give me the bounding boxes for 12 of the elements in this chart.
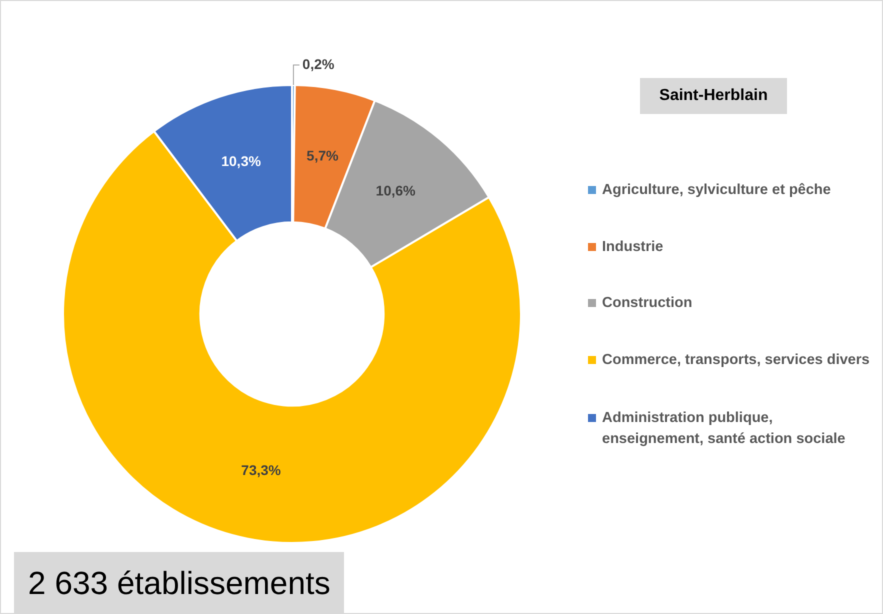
legend-label: Commerce, transports, services divers [602,352,870,368]
legend-label: Industrie [602,239,664,255]
data-label: 73,3% [241,462,282,478]
legend-label: Agriculture, sylviculture et pêche [602,182,831,198]
text: 2 633 établissements [14,552,344,614]
data-label: 0,2% [302,56,335,72]
data-label: 10,3% [221,152,262,169]
data-label: 10,6% [376,182,416,199]
data-label: 5,7% [306,147,340,164]
legend-label: Administration publique, enseignement, santé action sociale [602,410,846,447]
legend-label: Construction [602,295,692,311]
text: Saint-Herblain [640,78,787,114]
